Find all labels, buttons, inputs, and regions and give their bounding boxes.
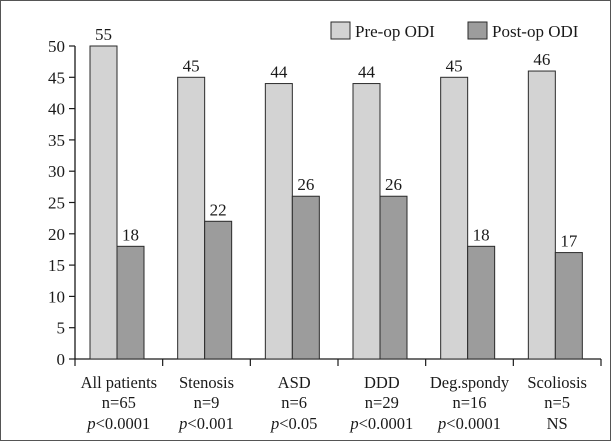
p-symbol: p [178, 414, 187, 433]
data-label-post-op-5: 17 [560, 232, 578, 251]
category-n-label: n=5 [544, 393, 570, 412]
category-label: All patients [81, 373, 158, 392]
category-label: ASD [278, 373, 311, 392]
category-p-label: NS [547, 414, 568, 433]
data-label-pre-op-2: 44 [270, 63, 288, 82]
y-tick-label: 20 [48, 225, 65, 244]
legend-label-post-op: Post-op ODI [492, 22, 579, 41]
category-n-label: n=9 [194, 393, 220, 412]
y-tick-label: 45 [48, 68, 65, 87]
data-label-post-op-1: 22 [210, 200, 227, 219]
category-p-label: p<0.05 [270, 414, 317, 433]
category-n-label: n=65 [102, 393, 136, 412]
p-value: <0.05 [279, 414, 317, 433]
y-tick-label: 30 [48, 162, 65, 181]
bar-post-op-1 [204, 220, 233, 360]
data-label-pre-op-0: 55 [95, 25, 112, 44]
category-n-label: n=29 [365, 393, 399, 412]
data-labels: 55 45 44 44 45 46 18 22 26 26 18 17 [95, 25, 578, 251]
category-p-label: p<0.0001 [349, 414, 413, 433]
legend: Pre-op ODI Post-op ODI [330, 21, 579, 41]
bar-post-op-2 [291, 195, 320, 360]
p-value: <0.0001 [96, 414, 151, 433]
bar-pre-op-4 [440, 76, 469, 360]
category-label: Deg.spondy [430, 373, 510, 392]
p-value: <0.0001 [359, 414, 414, 433]
y-tick-label: 50 [48, 37, 65, 56]
y-tick-label: 0 [57, 350, 66, 369]
bars [89, 45, 583, 360]
bar-pre-op-3 [352, 83, 381, 360]
bar-post-op-3 [379, 195, 408, 360]
legend-swatch-pre-op [330, 21, 351, 40]
p-symbol: p [437, 414, 446, 433]
bar-pre-op-5 [527, 70, 556, 360]
data-label-pre-op-4: 45 [446, 56, 463, 75]
category-n-label: n=6 [281, 393, 307, 412]
p-value: <0.001 [187, 414, 233, 433]
data-label-pre-op-5: 46 [533, 50, 550, 69]
bar-pre-op-2 [264, 83, 293, 360]
p-value: NS [547, 414, 568, 433]
category-label: DDD [364, 373, 400, 392]
bar-pre-op-0 [89, 45, 118, 360]
bar-pre-op-1 [177, 76, 206, 360]
bar-post-op-0 [116, 245, 145, 360]
data-label-post-op-2: 26 [297, 175, 314, 194]
data-label-post-op-0: 18 [122, 225, 139, 244]
category-p-label: p<0.0001 [437, 414, 501, 433]
data-label-post-op-3: 26 [385, 175, 402, 194]
bar-post-op-5 [554, 252, 583, 360]
data-label-pre-op-1: 45 [183, 56, 200, 75]
p-symbol: p [270, 414, 279, 433]
category-label: Stenosis [179, 373, 234, 392]
p-value: <0.0001 [446, 414, 501, 433]
axes: 0 5 10 15 20 25 30 35 40 45 50 [48, 37, 602, 369]
bar-post-op-4 [467, 245, 496, 360]
legend-swatch-post-op [467, 21, 488, 40]
y-tick-label: 40 [48, 100, 65, 119]
y-tick-label: 25 [48, 194, 65, 213]
category-label: Scoliosis [527, 373, 587, 392]
data-label-post-op-4: 18 [473, 225, 490, 244]
y-tick-label: 10 [48, 287, 65, 306]
y-tick-label: 35 [48, 131, 65, 150]
category-p-label: p<0.0001 [86, 414, 150, 433]
y-tick-label: 15 [48, 256, 65, 275]
legend-label-pre-op: Pre-op ODI [355, 22, 435, 41]
category-n-label: n=16 [452, 393, 486, 412]
data-label-pre-op-3: 44 [358, 63, 376, 82]
category-labels: All patientsn=65p<0.0001Stenosisn=9p<0.0… [81, 373, 587, 433]
category-p-label: p<0.001 [178, 414, 234, 433]
p-symbol: p [349, 414, 358, 433]
p-symbol: p [86, 414, 95, 433]
y-tick-label: 5 [57, 319, 66, 338]
